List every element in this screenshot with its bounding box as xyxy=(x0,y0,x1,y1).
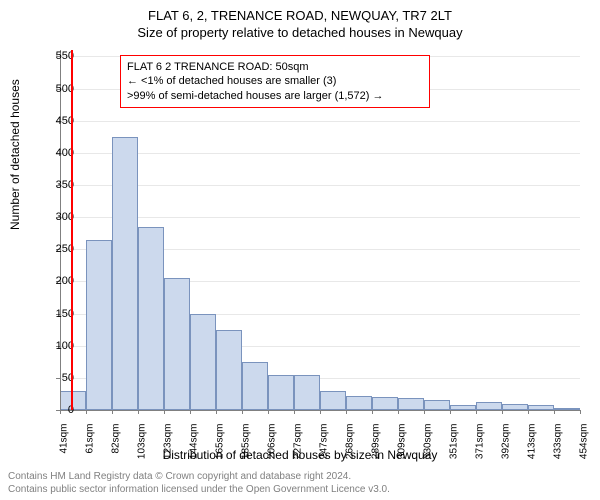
x-tick-mark xyxy=(580,410,581,414)
histogram-bar xyxy=(164,278,190,410)
footer-line1: Contains HM Land Registry data © Crown c… xyxy=(8,470,390,483)
grid-line xyxy=(60,153,580,154)
histogram-bar xyxy=(320,391,346,410)
footer: Contains HM Land Registry data © Crown c… xyxy=(8,470,390,496)
y-tick-mark xyxy=(56,378,60,379)
x-tick-mark xyxy=(502,410,503,414)
x-tick-mark xyxy=(320,410,321,414)
grid-line xyxy=(60,121,580,122)
x-tick-mark xyxy=(190,410,191,414)
x-tick-mark xyxy=(554,410,555,414)
y-axis-label: Number of detached houses xyxy=(8,79,22,230)
annotation-line1: FLAT 6 2 TRENANCE ROAD: 50sqm xyxy=(127,60,423,74)
x-tick-mark xyxy=(216,410,217,414)
x-tick-mark xyxy=(86,410,87,414)
histogram-bar xyxy=(424,400,450,410)
histogram-bar xyxy=(346,396,372,410)
x-tick-mark xyxy=(398,410,399,414)
x-tick-mark xyxy=(346,410,347,414)
title-sub: Size of property relative to detached ho… xyxy=(0,23,600,40)
histogram-bar xyxy=(138,227,164,410)
histogram-bar xyxy=(216,330,242,410)
annotation-line2: ← <1% of detached houses are smaller (3) xyxy=(127,74,423,88)
x-tick-mark xyxy=(294,410,295,414)
histogram-bar xyxy=(86,240,112,410)
x-tick-mark xyxy=(372,410,373,414)
title-main: FLAT 6, 2, TRENANCE ROAD, NEWQUAY, TR7 2… xyxy=(0,0,600,23)
x-tick-mark xyxy=(528,410,529,414)
histogram-bar xyxy=(242,362,268,410)
histogram-bar xyxy=(112,137,138,410)
histogram-bar xyxy=(294,375,320,410)
histogram-bar xyxy=(476,402,502,410)
x-tick-mark xyxy=(138,410,139,414)
x-tick-mark xyxy=(268,410,269,414)
grid-line xyxy=(60,185,580,186)
annotation-box: FLAT 6 2 TRENANCE ROAD: 50sqm ← <1% of d… xyxy=(120,55,430,108)
footer-line2: Contains public sector information licen… xyxy=(8,483,390,496)
marker-line xyxy=(71,50,73,410)
histogram-bar xyxy=(372,397,398,410)
x-tick-mark xyxy=(112,410,113,414)
x-tick-mark xyxy=(450,410,451,414)
x-tick-mark xyxy=(60,410,61,414)
histogram-bar xyxy=(398,398,424,410)
x-tick-mark xyxy=(164,410,165,414)
x-axis-label: Distribution of detached houses by size … xyxy=(0,448,600,462)
y-axis-line xyxy=(60,50,61,410)
chart-container: FLAT 6, 2, TRENANCE ROAD, NEWQUAY, TR7 2… xyxy=(0,0,600,500)
x-tick-mark xyxy=(424,410,425,414)
grid-line xyxy=(60,217,580,218)
x-tick-mark xyxy=(476,410,477,414)
histogram-bar xyxy=(268,375,294,410)
histogram-bar xyxy=(190,314,216,410)
x-tick-mark xyxy=(242,410,243,414)
annotation-line3: >99% of semi-detached houses are larger … xyxy=(127,89,423,103)
